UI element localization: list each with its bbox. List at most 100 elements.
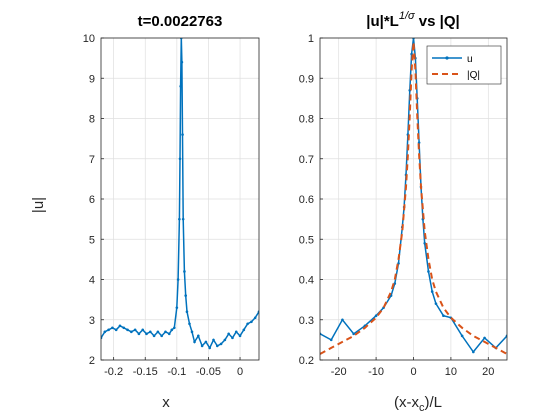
legend: u |Q| <box>426 45 502 85</box>
left-data-point <box>190 330 194 334</box>
left-data-point <box>148 330 152 334</box>
left-data-point <box>212 338 215 342</box>
right-x-ticks: -20 -10 0 10 20 <box>331 357 494 378</box>
right-xlabel-main: (x-x <box>394 394 419 411</box>
right-data-point <box>442 314 445 318</box>
left-y-tick-label: 8 <box>89 114 95 126</box>
left-data-point <box>183 270 186 273</box>
left-data-point <box>126 328 129 332</box>
left-data-point <box>118 324 122 328</box>
right-data-point <box>434 302 438 305</box>
left-data-point <box>197 334 200 338</box>
left-y-axis-label: |u| <box>30 197 47 213</box>
left-data-point <box>253 316 257 320</box>
left-data-point <box>242 328 246 332</box>
right-data-point <box>374 314 378 318</box>
legend-box <box>426 45 502 85</box>
left-data-point <box>122 326 126 330</box>
right-x-tick-label: -10 <box>368 366 384 378</box>
left-data-point <box>170 328 174 332</box>
left-data-point <box>164 330 167 334</box>
right-chart-title: |u|*L1/σ vs |Q| <box>366 10 459 30</box>
left-data-point <box>173 326 176 330</box>
right-y-tick-label: 0.8 <box>299 114 314 126</box>
right-data-point <box>472 350 475 354</box>
right-data-point <box>427 270 430 273</box>
left-chart-title: t=0.0022763 <box>138 13 223 30</box>
left-data-point <box>219 342 223 346</box>
left-x-axis-label: x <box>162 394 170 411</box>
left-x-tick-label: -0.1 <box>167 366 186 378</box>
right-y-tick-label: 0.9 <box>299 73 314 85</box>
left-y-tick-label: 6 <box>89 194 95 206</box>
left-data-point <box>152 334 156 338</box>
right-data-point <box>460 334 464 338</box>
right-data-point <box>329 338 333 342</box>
right-y-tick-label: 0.4 <box>299 275 314 287</box>
left-x-tick-label: -0.2 <box>104 366 123 378</box>
left-data-point <box>246 322 249 326</box>
right-x-axis-label: (x-xc)/L <box>394 394 442 414</box>
left-data-point <box>111 326 114 330</box>
left-x-tick-label: -0.15 <box>133 366 158 378</box>
left-data-point <box>181 133 184 136</box>
legend-label-u: u <box>467 54 473 65</box>
left-data-point <box>208 346 212 350</box>
left-data-point <box>231 336 234 340</box>
right-title-rest: vs |Q| <box>415 13 460 30</box>
left-y-tick-label: 3 <box>89 315 95 327</box>
right-title-superscript: 1/σ <box>399 10 415 22</box>
left-data-point <box>184 294 187 297</box>
right-data-point <box>430 290 434 293</box>
left-data-point <box>137 332 141 336</box>
right-x-tick-label: -20 <box>331 366 347 378</box>
left-plot-area <box>101 38 259 350</box>
right-y-tick-label: 0.3 <box>299 315 314 327</box>
right-y-tick-label: 0.7 <box>299 154 314 166</box>
left-y-tick-label: 2 <box>89 355 95 367</box>
right-y-tick-label: 0.6 <box>299 194 314 206</box>
left-data-point <box>130 330 133 334</box>
left-x-ticks: -0.2 -0.15 -0.1 -0.05 0 <box>104 357 243 378</box>
left-data-point <box>223 338 227 342</box>
left-data-point <box>178 217 181 221</box>
left-data-point <box>175 306 179 309</box>
left-x-tick-label: -0.05 <box>196 366 221 378</box>
right-xlabel-subscript: c <box>419 402 425 414</box>
left-data-point <box>145 332 148 336</box>
left-series-line-line <box>101 38 259 350</box>
left-y-ticks: 2 3 4 5 6 7 8 9 10 <box>83 33 104 367</box>
right-x-tick-label: 10 <box>445 366 457 378</box>
right-title-main: |u|*L <box>366 13 399 30</box>
right-x-tick-label: 0 <box>410 366 416 378</box>
right-y-tick-label: 0.5 <box>299 234 314 246</box>
legend-label-q: |Q| <box>467 70 480 81</box>
left-data-point <box>200 344 204 348</box>
left-data-point <box>185 310 189 314</box>
left-y-tick-label: 5 <box>89 234 95 246</box>
left-data-point <box>141 328 145 332</box>
left-data-point <box>107 328 110 332</box>
left-data-point <box>238 334 242 338</box>
right-y-tick-label: 1 <box>308 33 314 45</box>
left-data-point <box>227 332 230 336</box>
legend-marker-u <box>445 56 449 60</box>
left-data-point <box>179 85 182 88</box>
left-data-point <box>103 330 107 334</box>
left-data-point <box>176 278 180 281</box>
left-data-point <box>160 334 163 338</box>
right-axes: -20 -10 0 10 20 0.2 0.3 0.4 0.5 0.6 0.7 0.8 0.9 1 |u… <box>299 10 508 414</box>
left-y-tick-label: 9 <box>89 73 95 85</box>
right-plot-area <box>320 38 507 355</box>
left-data-point <box>181 217 185 221</box>
left-data-point <box>167 332 171 336</box>
left-x-tick-label: 0 <box>237 366 243 378</box>
left-data-point <box>193 340 196 344</box>
left-axes: -0.2 -0.15 -0.1 -0.05 0 2 3 4 5 6 7 8 9 10 t=0.00227… <box>30 13 260 411</box>
left-data-point <box>234 330 238 334</box>
right-data-point <box>423 241 427 245</box>
right-data-point <box>483 336 486 340</box>
right-y-ticks: 0.2 0.3 0.4 0.5 0.6 0.7 0.8 0.9 1 <box>299 33 323 367</box>
left-y-tick-label: 4 <box>89 275 95 287</box>
left-data-point <box>204 340 208 344</box>
